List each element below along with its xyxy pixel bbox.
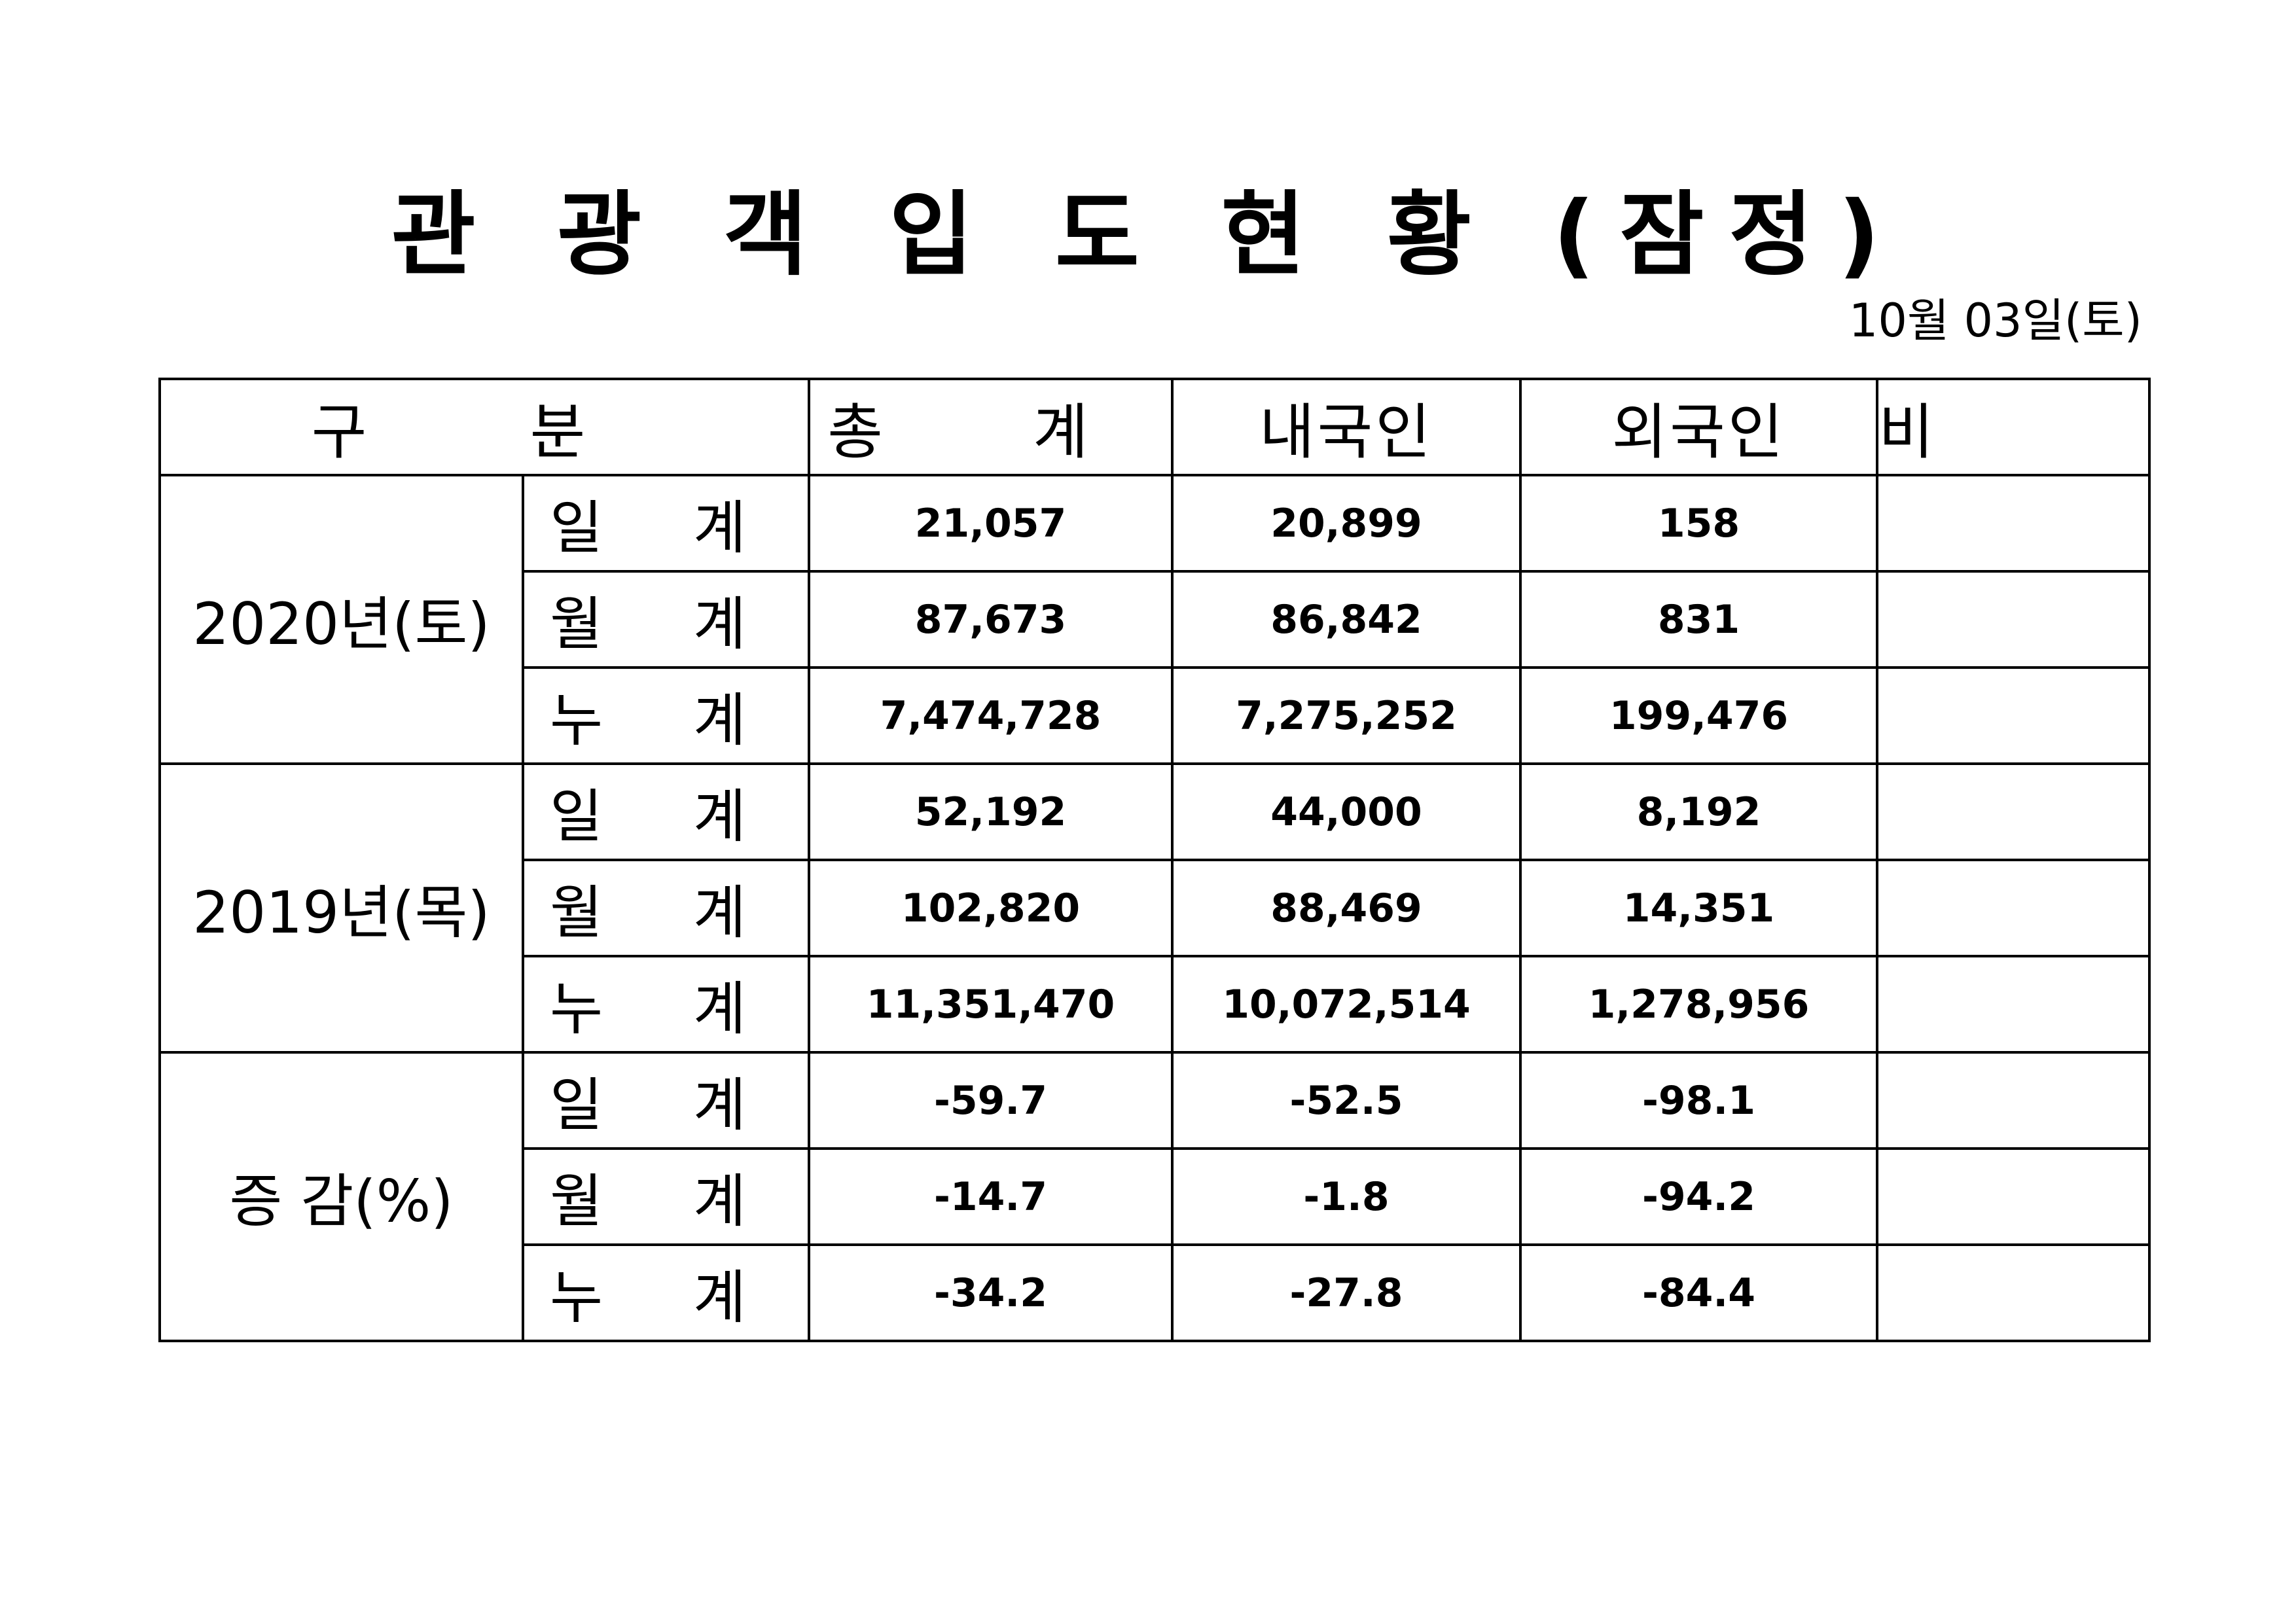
- domestic-cell: -1.8: [1171, 1147, 1522, 1246]
- page-title: 관 광 객 입 도 현 황 (잠정): [391, 182, 1905, 289]
- header-foreign: 외국인: [1519, 378, 1878, 476]
- domestic-cell: -52.5: [1171, 1051, 1522, 1150]
- table-header-row: 구 분 총 계 내국인 외국인 비 고: [158, 378, 2151, 476]
- domestic-cell: 44,000: [1171, 762, 1522, 861]
- domestic-cell: -27.8: [1171, 1243, 1522, 1342]
- total-cell: 52,192: [808, 762, 1174, 861]
- domestic-cell: 88,469: [1171, 859, 1522, 957]
- table-row: 월 계 -14.7 -1.8 -94.2: [160, 1147, 2151, 1246]
- foreign-cell: -94.2: [1519, 1147, 1878, 1246]
- note-cell: [1876, 859, 2151, 957]
- total-cell: -14.7: [808, 1147, 1174, 1246]
- total-cell: 11,351,470: [808, 955, 1174, 1054]
- total-cell: 87,673: [808, 570, 1174, 669]
- total-cell: -59.7: [808, 1051, 1174, 1150]
- metric-label: 일 계: [522, 762, 810, 861]
- domestic-cell: 86,842: [1171, 570, 1522, 669]
- domestic-cell: 20,899: [1171, 474, 1522, 573]
- domestic-cell: 10,072,514: [1171, 955, 1522, 1054]
- foreign-cell: 199,476: [1519, 666, 1878, 765]
- header-domestic: 내국인: [1171, 378, 1522, 476]
- group-label-change: 증 감(%): [158, 1051, 524, 1342]
- foreign-cell: 8,192: [1519, 762, 1878, 861]
- table-row: 누 계 -34.2 -27.8 -84.4: [160, 1243, 2151, 1342]
- domestic-cell: 7,275,252: [1171, 666, 1522, 765]
- header-total: 총 계: [808, 378, 1174, 476]
- table-row: 누 계 7,474,728 7,275,252 199,476: [160, 666, 2151, 765]
- note-cell: [1876, 474, 2151, 573]
- header-note: 비 고: [1876, 378, 2151, 476]
- metric-label: 월 계: [522, 1147, 810, 1246]
- report-date: 10월 03일(토): [1848, 294, 2142, 348]
- note-cell: [1876, 570, 2151, 669]
- foreign-cell: 158: [1519, 474, 1878, 573]
- table-row: 월 계 102,820 88,469 14,351: [160, 859, 2151, 957]
- table-row: 누 계 11,351,470 10,072,514 1,278,956: [160, 955, 2151, 1054]
- header-category: 구 분: [158, 378, 810, 476]
- foreign-cell: 1,278,956: [1519, 955, 1878, 1054]
- group-label-2019: 2019년(목): [158, 762, 524, 1054]
- note-cell: [1876, 762, 2151, 861]
- metric-label: 월 계: [522, 570, 810, 669]
- total-cell: 21,057: [808, 474, 1174, 573]
- metric-label: 일 계: [522, 474, 810, 573]
- table-row: 월 계 87,673 86,842 831: [160, 570, 2151, 669]
- total-cell: -34.2: [808, 1243, 1174, 1342]
- note-cell: [1876, 955, 2151, 1054]
- total-cell: 7,474,728: [808, 666, 1174, 765]
- foreign-cell: 14,351: [1519, 859, 1878, 957]
- note-cell: [1876, 1243, 2151, 1342]
- metric-label: 일 계: [522, 1051, 810, 1150]
- table-row: 2019년(목) 일 계 52,192 44,000 8,192: [158, 762, 2151, 1054]
- foreign-cell: -84.4: [1519, 1243, 1878, 1342]
- total-cell: 102,820: [808, 859, 1174, 957]
- group-label-2020: 2020년(토): [158, 474, 524, 765]
- metric-label: 월 계: [522, 859, 810, 957]
- foreign-cell: 831: [1519, 570, 1878, 669]
- note-cell: [1876, 1051, 2151, 1150]
- note-cell: [1876, 1147, 2151, 1246]
- metric-label: 누 계: [522, 666, 810, 765]
- metric-label: 누 계: [522, 1243, 810, 1342]
- note-cell: [1876, 666, 2151, 765]
- foreign-cell: -98.1: [1519, 1051, 1878, 1150]
- metric-label: 누 계: [522, 955, 810, 1054]
- table-row: 증 감(%) 일 계 -59.7 -52.5 -98.1: [158, 1051, 2151, 1342]
- table-row: 2020년(토) 일 계 21,057 20,899 158: [158, 474, 2151, 765]
- tourist-arrival-table: 구 분 총 계 내국인 외국인 비 고 2020년(토) 일 계 21,057 …: [158, 378, 2151, 1342]
